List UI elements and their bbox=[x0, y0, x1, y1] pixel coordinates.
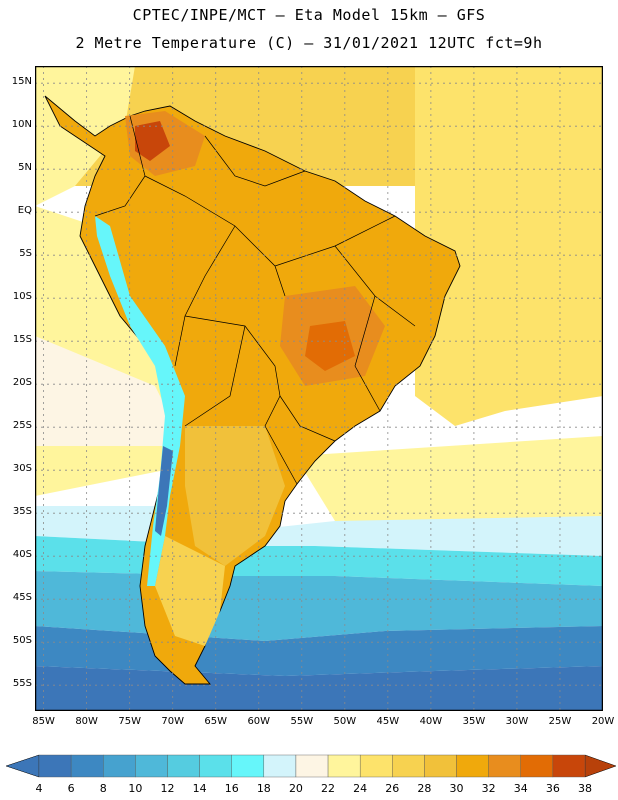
legend-color-bin bbox=[70, 754, 104, 778]
legend-color-bin bbox=[38, 754, 72, 778]
latitude-tick-label: 20S bbox=[12, 377, 32, 389]
legend-tick-label: 4 bbox=[36, 782, 43, 795]
legend-color-bin bbox=[392, 754, 425, 778]
warm-region-argentina bbox=[185, 426, 285, 566]
latitude-tick-label: 5S bbox=[19, 248, 32, 260]
legend-color-bin bbox=[456, 754, 489, 778]
map-canvas bbox=[34, 65, 604, 712]
lat-lon-grid bbox=[35, 66, 603, 711]
latitude-tick-label: 40S bbox=[12, 549, 32, 561]
legend-color-bin bbox=[103, 754, 136, 778]
legend-tick-label: 12 bbox=[160, 782, 174, 795]
longitude-tick-label: 40W bbox=[419, 716, 443, 727]
longitude-tick-label: 25W bbox=[548, 716, 572, 727]
andes-coldest-peaks bbox=[155, 446, 173, 536]
legend-tick-label: 28 bbox=[417, 782, 431, 795]
longitude-tick-label: 75W bbox=[118, 716, 141, 727]
latitude-tick-label: 45S bbox=[12, 592, 32, 604]
south-america-landmass bbox=[44, 95, 461, 685]
legend-tick-label: 24 bbox=[353, 782, 367, 795]
legend-color-bin bbox=[231, 754, 265, 778]
latitude-tick-label: 30S bbox=[12, 463, 32, 475]
ocean-band-atlantic-yellow bbox=[295, 436, 603, 536]
longitude-tick-label: 80W bbox=[75, 716, 98, 727]
legend-color-bin bbox=[135, 754, 168, 778]
latitude-tick-label: 25S bbox=[12, 420, 32, 432]
legend-tick-label: 26 bbox=[385, 782, 399, 795]
map-frame bbox=[34, 65, 604, 712]
legend-tick-label: 6 bbox=[68, 782, 75, 795]
legend-tick-label: 8 bbox=[100, 782, 107, 795]
legend-color-bin bbox=[424, 754, 457, 778]
legend-color-bin bbox=[552, 754, 586, 778]
legend-tick-label: 30 bbox=[450, 782, 464, 795]
longitude-tick-label: 65W bbox=[204, 716, 228, 727]
map-subtitle: 2 Metre Temperature (C) – 31/01/2021 12U… bbox=[75, 34, 543, 52]
longitude-tick-label: 35W bbox=[462, 716, 486, 727]
legend-tick-label: 22 bbox=[321, 782, 335, 795]
longitude-tick-label: 50W bbox=[333, 716, 357, 727]
longitude-tick-label: 85W bbox=[32, 716, 55, 727]
legend-tick-label: 36 bbox=[546, 782, 560, 795]
legend-tick-label: 10 bbox=[128, 782, 142, 795]
longitude-tick-label: 60W bbox=[247, 716, 271, 727]
legend-tick-label: 34 bbox=[514, 782, 528, 795]
latitude-tick-label: 15S bbox=[12, 334, 32, 346]
ocean-band-pacific-cool bbox=[35, 336, 185, 446]
latitude-tick-label: 5N bbox=[18, 162, 32, 174]
legend-color-bin bbox=[263, 754, 297, 778]
legend-color-bin bbox=[167, 754, 200, 778]
map-title: CPTEC/INPE/MCT – Eta Model 15km – GFS bbox=[132, 6, 486, 24]
latitude-tick-label: 10N bbox=[11, 119, 32, 131]
longitude-tick-label: 20W bbox=[591, 716, 615, 727]
legend-color-bin bbox=[295, 754, 329, 778]
temperature-map bbox=[34, 65, 604, 712]
legend-color-bin bbox=[520, 754, 554, 778]
legend-tick-label: 16 bbox=[225, 782, 239, 795]
legend-color-bin bbox=[359, 754, 393, 778]
latitude-tick-label: 55S bbox=[12, 678, 32, 690]
country-borders bbox=[94, 115, 416, 485]
legend-color-bin bbox=[199, 754, 232, 778]
hot-region-andes-north bbox=[135, 121, 170, 161]
color-legend: 4 6 8 10 12 14 16 18 20 22 24 26 28 30 32 34 36 38 bbox=[5, 754, 617, 795]
longitude-tick-label: 70W bbox=[161, 716, 184, 727]
latitude-tick-label: 15N bbox=[11, 76, 32, 88]
hot-region-mato-grosso bbox=[305, 321, 355, 371]
legend-tick-label: 20 bbox=[289, 782, 303, 795]
latitude-tick-label: EQ bbox=[17, 205, 32, 217]
ocean-band-tropical-east bbox=[415, 66, 603, 426]
longitude-tick-label: 45W bbox=[376, 716, 400, 727]
latitude-tick-label: 50S bbox=[12, 635, 32, 647]
legend-tick-label: 32 bbox=[482, 782, 496, 795]
latitude-tick-label: 35S bbox=[12, 506, 32, 518]
legend-above-arrow bbox=[584, 754, 617, 778]
legend-color-bin bbox=[327, 754, 361, 778]
legend-color-bin bbox=[488, 754, 521, 778]
legend-tick-label: 18 bbox=[257, 782, 271, 795]
legend-tick-label: 38 bbox=[578, 782, 592, 795]
legend-tick-label: 14 bbox=[193, 782, 207, 795]
latitude-tick-label: 10S bbox=[12, 291, 32, 303]
longitude-tick-label: 30W bbox=[505, 716, 529, 727]
legend-below-arrow bbox=[5, 754, 40, 778]
longitude-tick-label: 55W bbox=[290, 716, 314, 727]
